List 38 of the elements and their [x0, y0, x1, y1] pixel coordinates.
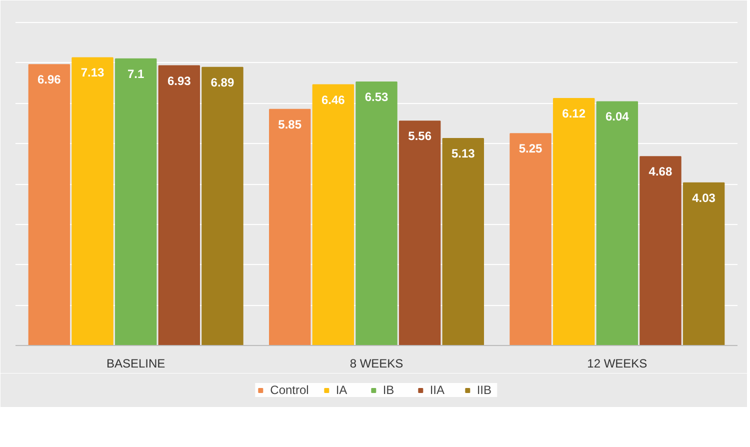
bar [158, 65, 200, 346]
bar [442, 138, 484, 346]
data-label: 6.89 [210, 75, 234, 90]
bar [596, 101, 638, 346]
bar [28, 64, 70, 346]
bar [398, 120, 441, 346]
data-label: 6.93 [167, 74, 192, 88]
data-label: 6.04 [605, 110, 630, 124]
bar [640, 156, 682, 346]
data-label: 7.1 [127, 66, 144, 81]
legend-label: Control [270, 383, 309, 397]
legend-label: IB [382, 383, 396, 397]
data-label: 5.56 [408, 129, 432, 144]
legend-label: IIB [476, 383, 493, 397]
bar [269, 108, 311, 346]
data-label: 5.85 [278, 117, 302, 132]
data-label: 6.46 [322, 92, 346, 107]
bar [312, 84, 354, 346]
x-tick-label: BASELINE [106, 356, 166, 370]
data-label: 6.12 [562, 106, 586, 120]
data-label: 7.13 [80, 66, 105, 80]
data-label: 6.96 [38, 72, 62, 87]
data-label: 4.68 [648, 164, 672, 179]
data-label: 5.25 [518, 142, 543, 156]
data-label: 6.53 [364, 90, 389, 104]
bar [356, 81, 398, 346]
legend-label: IIA [430, 383, 446, 397]
bar [552, 98, 595, 346]
bar [72, 57, 114, 346]
bar [202, 66, 244, 346]
bar [510, 133, 552, 346]
data-label: 5.13 [451, 146, 476, 160]
bar [114, 58, 157, 346]
x-tick-label: 8 WEEKS [350, 356, 404, 370]
data-label: 4.03 [692, 190, 716, 205]
legend-label: IA [336, 383, 348, 397]
x-tick-label: 12 WEEKS [587, 356, 648, 370]
bar [682, 182, 725, 346]
